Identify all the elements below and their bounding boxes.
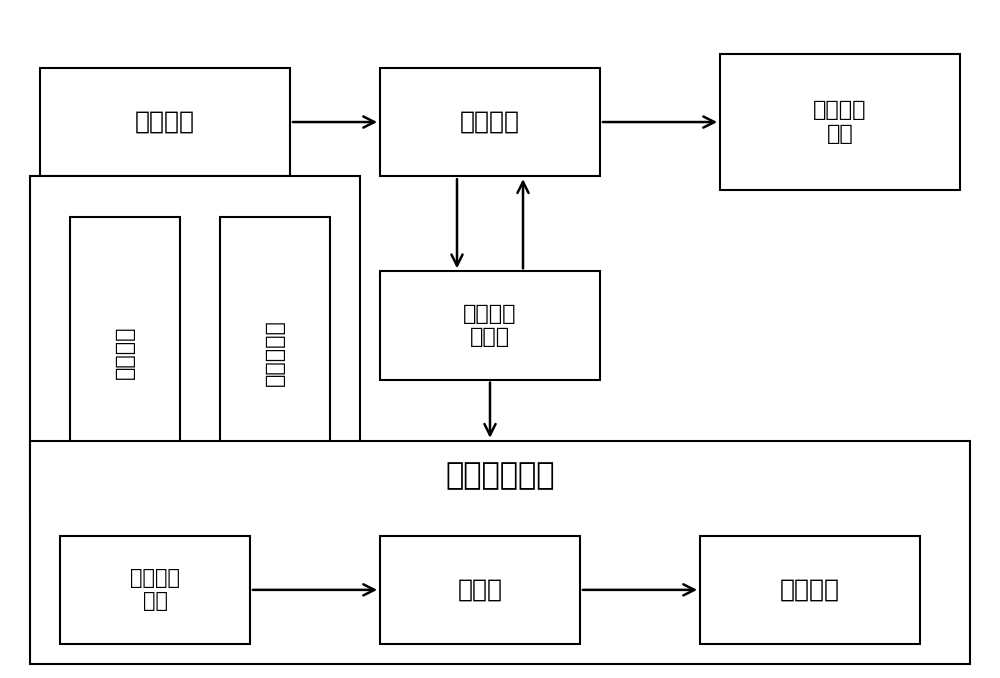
Text: 迭代初始
化策略: 迭代初始 化策略 (463, 304, 517, 347)
Bar (60, 536, 250, 644)
Bar (380, 271, 600, 380)
Text: 障碍物检测: 障碍物检测 (265, 319, 285, 386)
Bar (40, 68, 290, 176)
Bar (70, 217, 180, 488)
Bar (30, 441, 970, 664)
Bar (30, 176, 360, 515)
Bar (380, 536, 580, 644)
Bar (380, 68, 600, 176)
Text: 输出最优
路径: 输出最优 路径 (813, 100, 867, 144)
Text: 路径优化: 路径优化 (460, 110, 520, 134)
Text: 环境感知: 环境感知 (135, 110, 195, 134)
Bar (220, 217, 330, 488)
Bar (700, 536, 920, 644)
Text: 离散化: 离散化 (458, 578, 503, 602)
Text: 车位检测: 车位检测 (115, 326, 135, 379)
Text: 单次路径规划: 单次路径规划 (445, 461, 555, 490)
Text: 路径规划
建模: 路径规划 建模 (130, 568, 180, 612)
Text: 优化求解: 优化求解 (780, 578, 840, 602)
Bar (720, 54, 960, 190)
